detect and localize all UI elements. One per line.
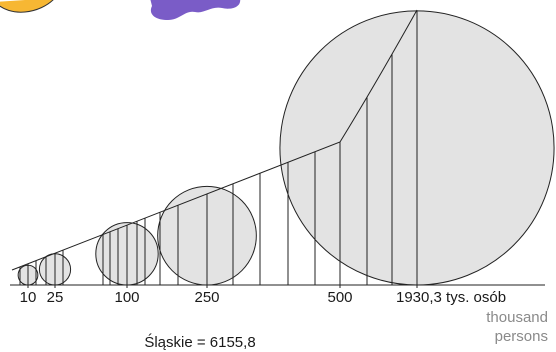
envelope [11,9,418,271]
tick-label: 500 [327,289,352,306]
total-label: Śląskie = 6155,8 [144,333,255,351]
map-fragment [0,0,54,13]
tick-label: 250 [194,289,219,306]
tick-label: 10 [20,289,37,306]
tick-label: 25 [47,289,64,306]
proportional-symbols [10,9,555,288]
tick-label: 1930,3 tys. osób [396,289,506,306]
tick-label: 100 [114,289,139,306]
unit-label: persons [495,328,548,345]
unit-label: thousand [486,309,548,326]
map-fragment [150,0,241,20]
